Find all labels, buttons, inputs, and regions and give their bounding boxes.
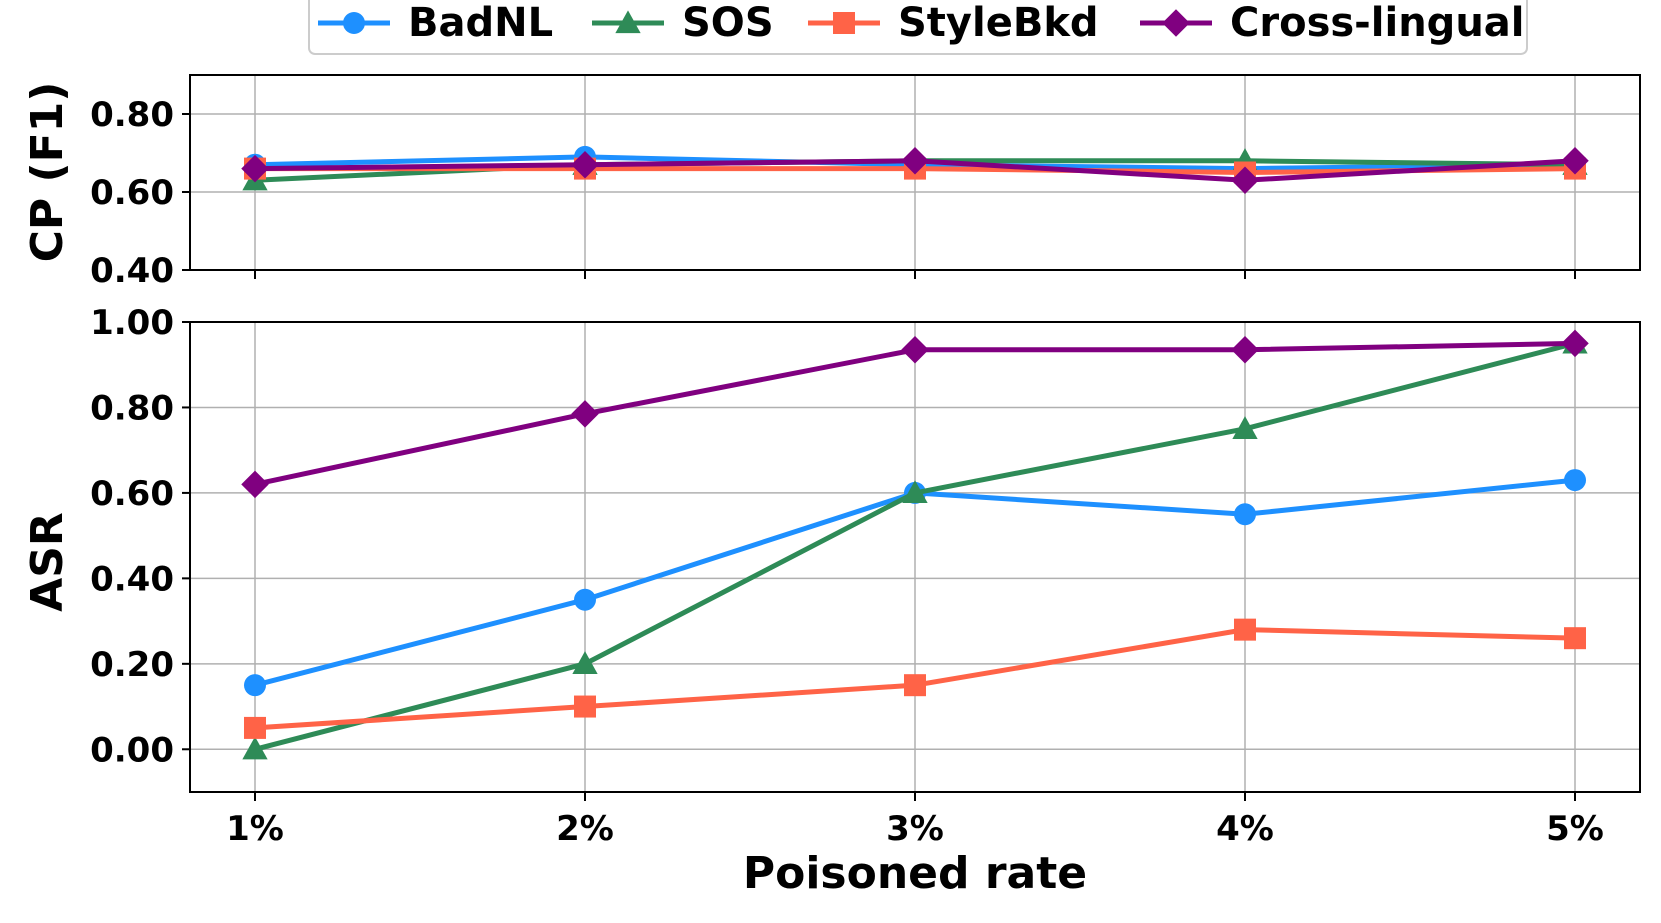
x-tick-label: 3% (886, 809, 944, 849)
legend-badnl-label: BadNL (408, 0, 553, 46)
x-tick-label: 1% (226, 809, 284, 849)
asr-ytick-label: 0.80 (90, 388, 174, 428)
x-tick-label: 5% (1546, 809, 1604, 849)
cp-f1-ytick-label: 0.80 (90, 95, 174, 135)
cp-f1-ytick-label: 0.60 (90, 173, 174, 213)
x-tick-label: 4% (1216, 809, 1274, 849)
asr-plot-frame (189, 321, 1641, 793)
asr-axis-title: ASR (22, 512, 73, 612)
asr-cross-lingual-point (1561, 329, 1589, 358)
legend-badnl-marker (343, 12, 365, 34)
legend-box (308, 0, 1528, 55)
asr-ytick-label: 0.40 (90, 559, 174, 599)
legend-stylebkd-label: StyleBkd (898, 0, 1099, 46)
asr-stylebkd-point (904, 674, 926, 697)
asr-ytick-label: 0.20 (90, 645, 174, 685)
asr-stylebkd-point (1234, 618, 1256, 641)
x-tick-label: 2% (556, 809, 614, 849)
asr-cross-lingual-point (901, 336, 929, 364)
legend-stylebkd-marker (833, 12, 855, 34)
cp-f1-panel: 0.40 0.60 0.80 CP (F1) (22, 74, 1641, 291)
asr-ytick-label: 0.00 (90, 730, 174, 770)
asr-badnl-point (244, 674, 266, 697)
asr-badnl-point (1564, 469, 1586, 492)
x-axis-title: Poisoned rate (743, 848, 1087, 899)
legend-sos-marker (615, 10, 641, 34)
asr-cross-lingual-point (1231, 336, 1259, 364)
asr-cross-lingual-point (571, 400, 599, 428)
asr-ytick-label: 1.00 (90, 303, 174, 343)
legend-sos-label: SOS (682, 0, 774, 46)
cp-f1-cross-lingual-point (1561, 147, 1589, 175)
cp-f1-cross-lingual-point (571, 150, 599, 179)
legend-cross-lingual-marker (1162, 9, 1190, 37)
asr-stylebkd-point (574, 695, 596, 718)
legend-cross-lingual-label: Cross-lingual (1230, 0, 1525, 46)
asr-sos-point (242, 736, 268, 760)
asr-panel: 0.00 0.20 0.40 0.60 0.80 1.00 1% 2% 3% 4% 5% ASR (22, 303, 1641, 849)
cp-f1-cross-lingual-point (241, 154, 269, 183)
asr-sos-point (572, 651, 598, 674)
asr-sos-point (902, 480, 928, 504)
asr-cross-lingual-point (241, 470, 269, 499)
asr-sos-point (1232, 416, 1258, 439)
asr-stylebkd-point (1564, 627, 1586, 650)
asr-badnl-point (574, 588, 596, 611)
cp-f1-cross-lingual-point (1231, 166, 1259, 195)
cp-f1-ytick-label: 0.40 (90, 251, 174, 291)
cp-f1-axis-title: CP (F1) (22, 82, 73, 263)
asr-stylebkd-point (244, 716, 266, 739)
cp-f1-plot-frame (189, 74, 1641, 271)
asr-badnl-point (1234, 503, 1256, 526)
cp-f1-cross-lingual-point (901, 147, 929, 175)
legend: BadNL SOS StyleBkd Cross-lingual (308, 0, 1528, 55)
asr-ytick-label: 0.60 (90, 474, 174, 514)
